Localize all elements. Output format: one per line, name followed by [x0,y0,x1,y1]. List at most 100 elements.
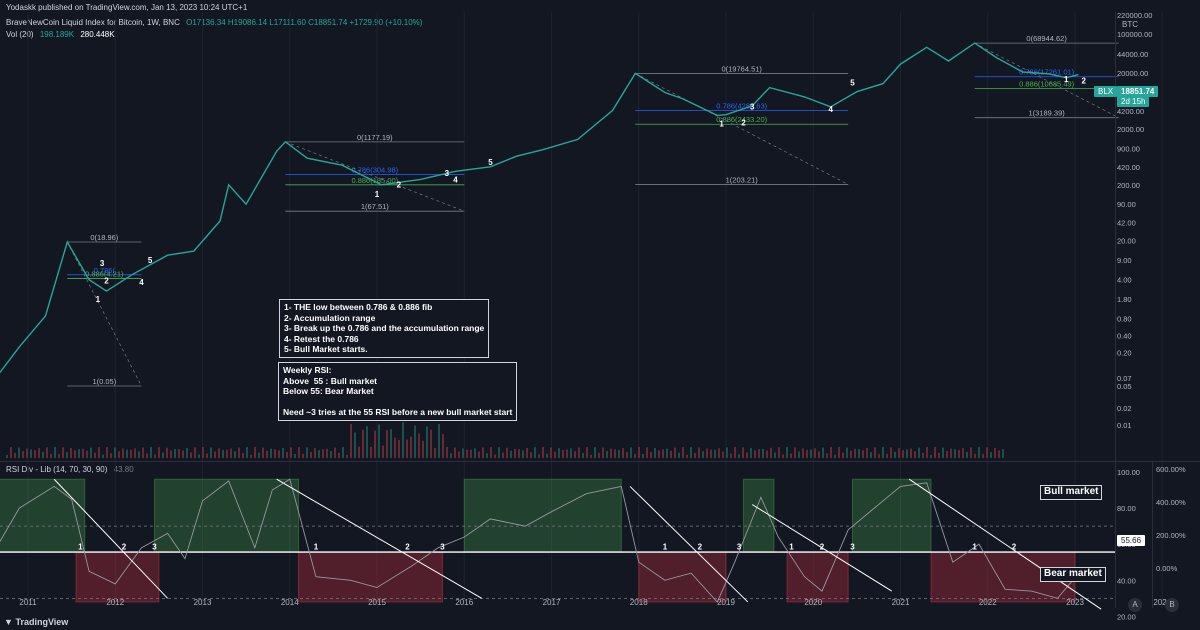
rsi-trendlines [53,478,1102,610]
volume-bar [758,449,760,458]
volume-bar [538,454,540,458]
volume-bar [878,454,880,458]
volume-bar [326,448,328,458]
volume-bar [678,452,680,458]
fib-level-label: 0(18.96) [90,233,118,242]
volume-bar [434,447,436,458]
volume-bar [658,450,660,458]
volume-bar [286,452,288,458]
volume-bar [978,447,980,458]
price-tick-label: 90.00 [1117,200,1136,209]
log-scale-button[interactable]: B [1165,598,1179,612]
volume-bar [306,447,308,458]
bear-zone [786,551,849,603]
tv-logo-text: TradingView [15,617,69,627]
volume-bar [10,447,12,458]
price-tick-label: 0.01 [1117,421,1132,430]
volume-bar [850,450,852,458]
volume-bar [654,448,656,458]
rsi-try-marker: 2 [122,543,127,552]
volume-bar [6,455,8,458]
volume-bar [598,452,600,458]
volume-bar [226,449,228,458]
volume-bar [734,447,736,458]
volume-bar [646,447,648,458]
pattern-marker: 1 [96,295,101,304]
countdown-tag: 2d 15h [1117,96,1150,107]
volume-bar [762,448,764,458]
volume-bar [354,432,356,458]
price-tick-label: 0.80 [1117,315,1132,324]
symbol-name[interactable]: BraveNewCoin Liquid Index for Bitcoin, 1… [6,18,180,27]
rsi-tick-label: 40.00 [1117,576,1136,585]
rsi-try-marker: 1 [78,543,83,552]
volume-bar [798,451,800,458]
volume-bar [482,447,484,458]
volume-bar [570,448,572,458]
pattern-marker: 1 [719,120,724,129]
volume-bar [426,426,428,458]
rsi-try-marker: 2 [405,543,410,552]
volume-bar [22,451,24,458]
price-tick-label: 0.20 [1117,348,1132,357]
volume-bar [662,449,664,458]
volume-bar [94,452,96,458]
volume-bar [234,451,236,458]
volume-bar [230,448,232,458]
time-tick-label: 2022 [979,598,997,607]
volume-bar [914,451,916,458]
volume-bar [578,447,580,458]
auto-scale-button[interactable]: A [1128,598,1142,612]
volume-bar [770,447,772,458]
volume-bar [402,422,404,458]
volume-bar [958,450,960,458]
volume-bar [18,447,20,458]
volume-bar [826,453,828,458]
price-tick-label: 0.05 [1117,382,1132,391]
volume-bar [778,447,780,458]
volume-bar [942,447,944,458]
volume-bar [86,450,88,458]
rsi-try-marker: 2 [820,543,825,552]
volume-bar [218,448,220,458]
volume-bar [474,448,476,458]
rsi-try-markers: 1 2 3 1 2 3 1 2 3 1 2 3 1 2 [78,543,1017,552]
time-tick-label: 2011 [19,598,37,607]
volume-bar [906,449,908,458]
volume-bar [134,448,136,458]
volume-bar [358,446,360,458]
volume-bar [990,452,992,458]
volume-value-b: 280.448K [80,30,115,39]
rsi-trendline [751,504,893,592]
volume-bar [46,447,48,458]
pattern-marker: 5 [488,158,493,167]
price-tick-label: 0.07 [1117,374,1132,383]
bull-zone [0,478,86,553]
volume-bar [510,450,512,458]
fib-level-label: 1(203.21) [726,175,759,184]
volume-bar [694,453,696,458]
tradingview-logo[interactable]: ▼ TradingView [4,617,68,627]
volume-bar [90,447,92,458]
volume-bar [842,452,844,458]
ohlc-values: O17136.34 H19086.14 L17111.60 C18851.74 … [186,18,423,27]
volume-bar [522,450,524,458]
price-tick-label: 100000.00 [1117,30,1152,39]
volume-bar [818,451,820,458]
rsi-try-marker: 3 [440,543,445,552]
fib-level-label: 0.786(304.98) [351,166,398,175]
volume-bar [114,447,116,458]
volume-bar [910,448,912,458]
volume-bar [614,449,616,458]
volume-bar [378,424,380,458]
volume-bar [562,449,564,458]
volume-bar [246,447,248,458]
price-tick-label: 200.00 [1117,181,1140,190]
volume-bar [890,447,892,458]
fib-level-label: 0(1177.19) [357,133,393,142]
volume-bar [886,453,888,458]
volume-bar [994,447,996,458]
volume-bar [946,451,948,458]
bear-market-label: Bear market [1040,567,1106,582]
